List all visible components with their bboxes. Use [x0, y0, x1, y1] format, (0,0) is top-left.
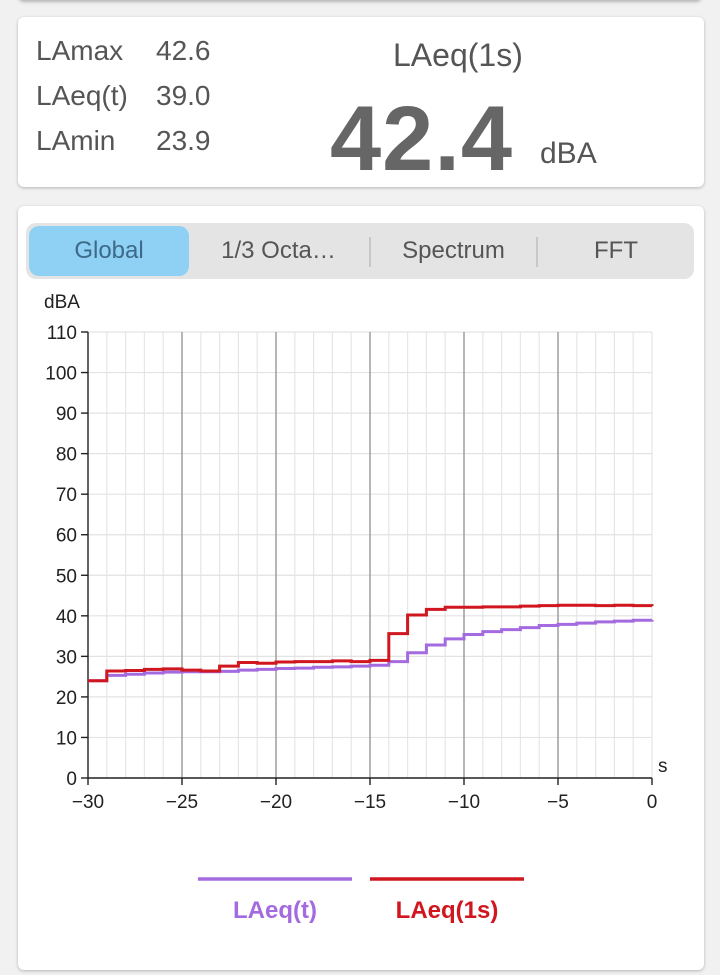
legend-laeq-1s-label: LAeq(1s) [396, 897, 499, 924]
stat-row-lamax: LAmax 42.6 [36, 35, 211, 67]
x-tick-label: −5 [547, 792, 569, 813]
stat-row-laeq-t: LAeq(t) 39.0 [36, 80, 211, 112]
x-tick-label: −15 [354, 792, 386, 813]
tab-divider [369, 237, 371, 267]
laeq-t-series-line [88, 618, 654, 683]
tab-global[interactable]: Global [29, 226, 189, 276]
stat-value: 39.0 [156, 80, 211, 111]
stat-label: LAmax [36, 35, 124, 66]
x-tick-label: −10 [448, 792, 480, 813]
chart-legend: LAeq(t) LAeq(1s) [198, 877, 524, 924]
x-axis-ticks: −30 −25 −20 −15 −10 −5 0 [72, 778, 657, 813]
x-tick-label: −20 [260, 792, 292, 813]
y-tick-label: 60 [56, 526, 77, 547]
y-tick-label: 20 [56, 688, 77, 709]
stat-row-lamin: LAmin 23.9 [36, 125, 211, 157]
x-tick-label: −30 [72, 792, 104, 813]
stat-value: 23.9 [156, 125, 211, 156]
y-tick-label: 0 [66, 769, 77, 790]
y-tick-label: 30 [56, 647, 77, 668]
stat-label: LAeq(t) [36, 80, 128, 111]
tab-fft[interactable]: FFT [594, 237, 638, 264]
y-tick-label: 80 [56, 445, 77, 466]
tab-third-octave[interactable]: 1/3 Octa… [221, 237, 336, 264]
current-level-unit: dBA [540, 137, 597, 170]
y-axis-label: dBA [44, 292, 80, 313]
series-lines [88, 603, 654, 683]
level-summary-card: LAmax 42.6 LAeq(t) 39.0 LAmin 23.9 LAeq(1s)… [18, 17, 704, 190]
tab-divider [536, 237, 538, 267]
x-axis-label: s [658, 756, 668, 777]
major-grid [181, 332, 559, 778]
legend-laeq-t-label: LAeq(t) [233, 897, 317, 924]
y-tick-label: 90 [56, 404, 77, 425]
y-tick-label: 10 [56, 728, 77, 749]
y-tick-label: 50 [56, 566, 77, 587]
tab-spectrum[interactable]: Spectrum [402, 237, 505, 264]
level-history-chart: 0 10 20 30 40 50 60 70 80 90 100 110 −30 −25 −20 −15 −1… [44, 292, 668, 924]
x-tick-label: −25 [166, 792, 198, 813]
view-tabs: Global 1/3 Octa… Spectrum FFT [26, 223, 694, 279]
y-tick-label: 100 [45, 364, 77, 385]
y-axis-ticks: 0 10 20 30 40 50 60 70 80 90 100 110 [45, 323, 88, 790]
stat-label: LAmin [36, 125, 116, 156]
stat-value: 42.6 [156, 35, 211, 66]
current-level-label: LAeq(1s) [393, 37, 523, 73]
y-tick-label: 110 [47, 323, 77, 344]
x-tick-label: 0 [647, 792, 658, 813]
current-level-value: 42.4 [330, 88, 514, 190]
laeq-1s-series-line [88, 603, 654, 683]
chart-card: Global 1/3 Octa… Spectrum FFT 0 10 20 30 40 5… [18, 206, 704, 970]
y-tick-label: 40 [56, 607, 77, 628]
y-tick-label: 70 [56, 485, 77, 506]
